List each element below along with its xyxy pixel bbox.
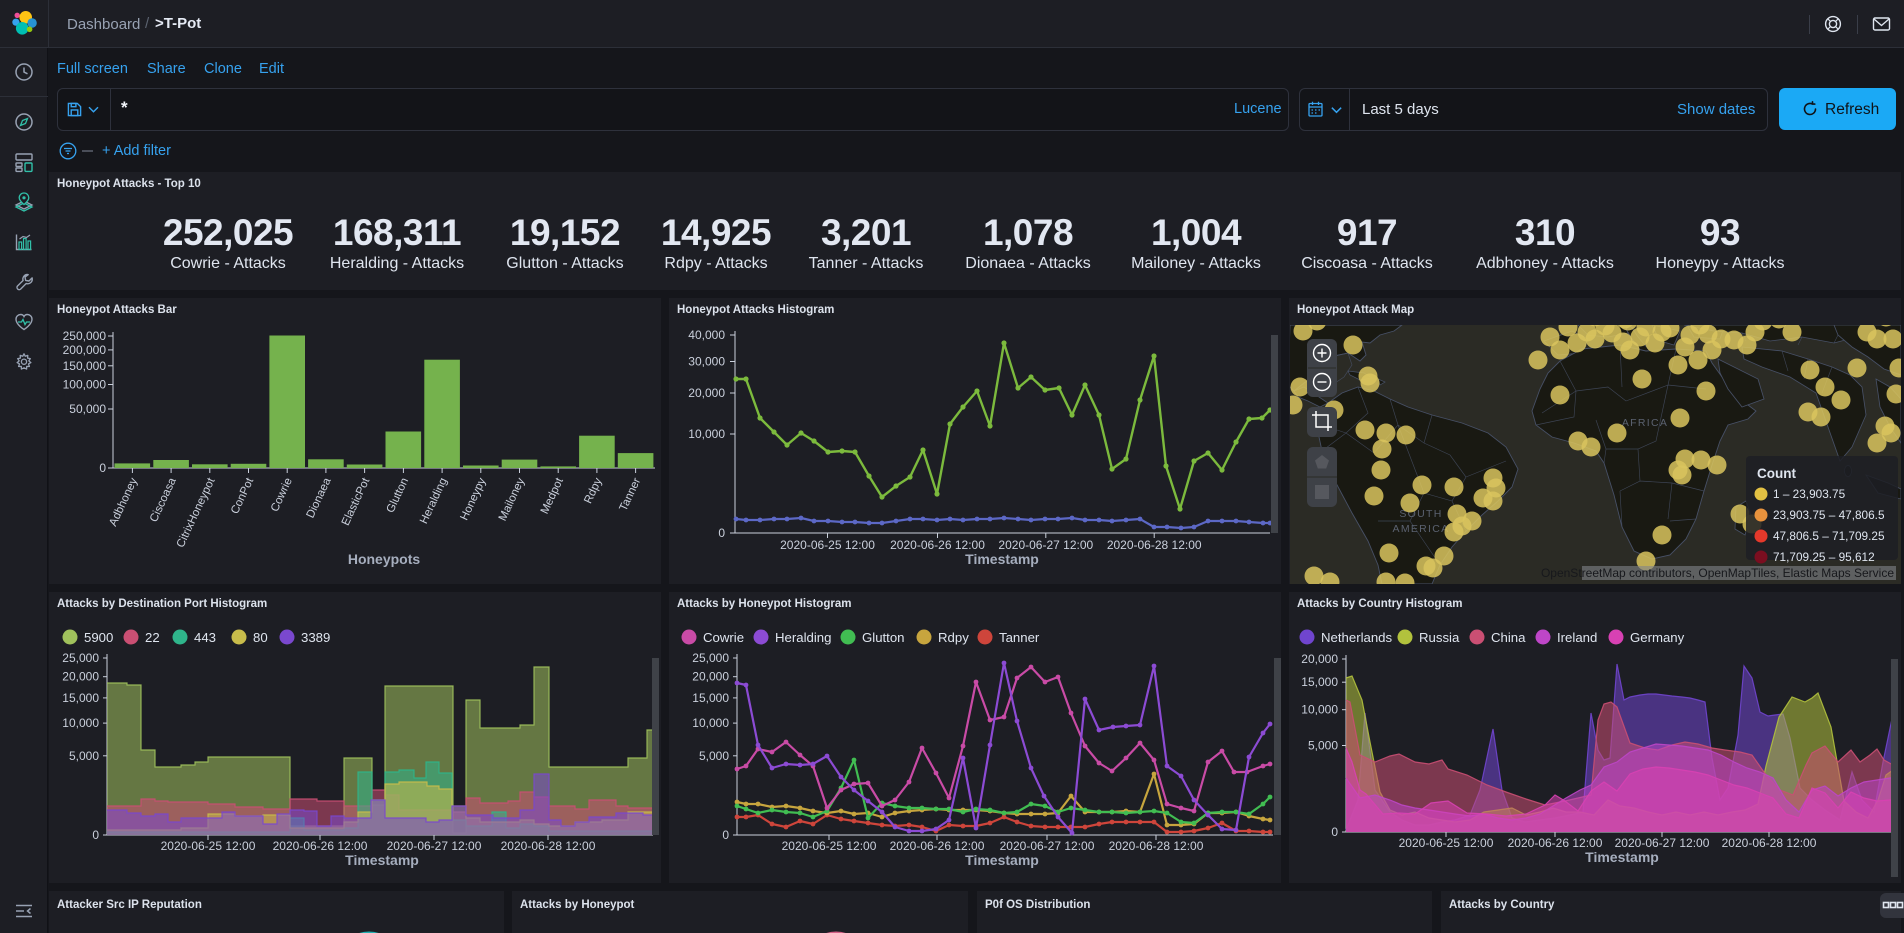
svg-text:10,000: 10,000 [688,427,725,441]
svg-text:10,000: 10,000 [692,716,729,730]
svg-text:2020-06-27 12:00: 2020-06-27 12:00 [387,839,482,853]
svg-text:2020-06-26 12:00: 2020-06-26 12:00 [273,839,368,853]
svg-text:22: 22 [145,630,160,645]
svg-text:3389: 3389 [301,630,330,645]
svg-text:China: China [1491,630,1526,645]
svg-text:2020-06-28 12:00: 2020-06-28 12:00 [1107,538,1202,552]
svg-text:2020-06-28 12:00: 2020-06-28 12:00 [1722,836,1817,850]
svg-text:150,000: 150,000 [63,359,107,373]
svg-text:0: 0 [1331,825,1338,839]
svg-text:Heralding: Heralding [775,630,831,645]
svg-text:Russia: Russia [1419,630,1460,645]
svg-text:2020-06-28 12:00: 2020-06-28 12:00 [501,839,596,853]
svg-text:Germany: Germany [1630,630,1685,645]
svg-text:0: 0 [99,461,106,475]
svg-text:15,000: 15,000 [62,691,99,705]
svg-text:5,000: 5,000 [699,749,729,763]
svg-text:250,000: 250,000 [63,329,107,343]
svg-text:10,000: 10,000 [1301,703,1338,717]
svg-text:2020-06-25 12:00: 2020-06-25 12:00 [780,538,875,552]
svg-text:Cowrie: Cowrie [703,630,744,645]
svg-text:Rdpy: Rdpy [938,630,969,645]
svg-text:Timestamp: Timestamp [965,852,1039,868]
svg-text:10,000: 10,000 [62,716,99,730]
svg-text:5,000: 5,000 [1308,739,1338,753]
svg-text:Heralding: Heralding [418,476,450,526]
svg-text:0: 0 [92,828,99,842]
svg-text:OpenStreetMap contributors, Op: OpenStreetMap contributors, OpenMapTiles… [1541,566,1894,580]
svg-text:15,000: 15,000 [1301,675,1338,689]
svg-text:5900: 5900 [84,630,113,645]
svg-text:15,000: 15,000 [692,691,729,705]
svg-text:20,000: 20,000 [62,670,99,684]
svg-text:Timestamp: Timestamp [965,551,1039,567]
svg-text:443: 443 [194,630,216,645]
svg-text:20,000: 20,000 [692,670,729,684]
svg-text:Ireland: Ireland [1557,630,1597,645]
svg-text:47,806.5 – 71,709.25: 47,806.5 – 71,709.25 [1773,529,1885,543]
svg-text:2020-06-27 12:00: 2020-06-27 12:00 [1000,839,1095,853]
svg-text:Timestamp: Timestamp [1585,849,1659,865]
svg-text:30,000: 30,000 [688,355,725,369]
svg-text:Glutton: Glutton [862,630,905,645]
svg-text:5,000: 5,000 [69,749,99,763]
svg-text:Netherlands: Netherlands [1321,630,1393,645]
svg-text:25,000: 25,000 [692,651,729,665]
svg-text:20,000: 20,000 [1301,652,1338,666]
svg-text:2020-06-25 12:00: 2020-06-25 12:00 [782,839,877,853]
svg-text:Tanner: Tanner [618,476,644,513]
svg-text:Rdpy: Rdpy [582,476,604,506]
svg-text:Adbhoney: Adbhoney [107,476,140,528]
svg-text:2020-06-25 12:00: 2020-06-25 12:00 [161,839,256,853]
svg-text:Dionaea: Dionaea [305,476,334,520]
svg-text:0: 0 [718,526,725,540]
svg-text:ElasticPot: ElasticPot [340,475,373,527]
svg-text:Medpot: Medpot [539,475,566,516]
svg-text:2020-06-27 12:00: 2020-06-27 12:00 [998,538,1093,552]
svg-text:80: 80 [253,630,268,645]
svg-text:71,709.25 – 95,612: 71,709.25 – 95,612 [1773,550,1875,564]
svg-text:Glutton: Glutton [385,476,412,515]
svg-text:Honeypots: Honeypots [348,551,421,567]
svg-text:AFRICA: AFRICA [1622,417,1668,429]
svg-text:1 – 23,903.75: 1 – 23,903.75 [1773,487,1846,501]
svg-text:0: 0 [722,828,729,842]
svg-text:25,000: 25,000 [62,651,99,665]
svg-text:23,903.75 – 47,806.5: 23,903.75 – 47,806.5 [1773,508,1885,522]
svg-text:Mailoney: Mailoney [497,476,527,523]
svg-text:40,000: 40,000 [688,328,725,342]
svg-text:2020-06-26 12:00: 2020-06-26 12:00 [890,538,985,552]
svg-text:Honeypy: Honeypy [458,476,488,522]
svg-text:Cowrie: Cowrie [269,476,295,514]
svg-text:Timestamp: Timestamp [345,852,419,868]
svg-text:Count: Count [1757,466,1796,481]
svg-text:100,000: 100,000 [63,378,107,392]
svg-text:50,000: 50,000 [69,402,106,416]
svg-text:Ciscoasa: Ciscoasa [148,476,179,524]
svg-text:Tanner: Tanner [999,630,1040,645]
svg-text:ConPot: ConPot [229,475,256,516]
svg-text:20,000: 20,000 [688,386,725,400]
svg-text:AMERICA: AMERICA [1393,523,1450,535]
svg-text:2020-06-27 12:00: 2020-06-27 12:00 [1615,836,1710,850]
svg-text:200,000: 200,000 [63,343,107,357]
svg-text:2020-06-28 12:00: 2020-06-28 12:00 [1109,839,1204,853]
svg-text:2020-06-26 12:00: 2020-06-26 12:00 [890,839,985,853]
svg-text:2020-06-25 12:00: 2020-06-25 12:00 [1399,836,1494,850]
svg-text:CitrixHoneypot: CitrixHoneypot [175,475,218,549]
svg-text:2020-06-26 12:00: 2020-06-26 12:00 [1508,836,1603,850]
